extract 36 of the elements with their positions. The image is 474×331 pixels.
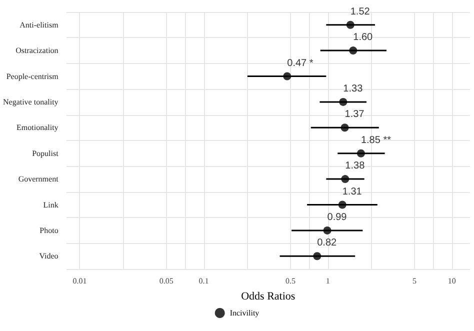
y-tick-label: Photo [40,226,58,235]
x-tick-label: 0.1 [198,276,209,286]
x-axis-title: Odds Ratios [241,290,296,302]
point [323,226,332,234]
point [341,175,350,184]
point [339,98,348,106]
point [340,124,349,132]
data-label: 0.99 [327,212,348,223]
y-tick-label: Ostracization [16,46,58,56]
x-tick-label: 0.05 [159,276,174,286]
data-label: 1.85 ** [360,134,392,146]
data-label: 1.33 [343,83,364,94]
data-label: 0.47 * [287,58,314,69]
y-tick-label: Government [18,174,60,184]
y-tick-label: Anti-elitism [20,20,60,30]
y-tick-label: People-centrism [6,72,60,81]
point [346,20,354,29]
x-tick-label: 1 [326,276,330,286]
point [338,200,346,209]
data-label: 1.37 [344,109,365,120]
x-tick-label: 0.5 [285,276,296,286]
data-label: 1.38 [345,160,366,172]
x-tick-label: 0.01 [72,276,87,286]
y-tick-label: Link [43,200,58,210]
data-label: 1.52 [350,6,370,18]
y-tick-label: Negative tonality [2,97,58,106]
x-tick-label: 10 [448,276,456,286]
y-tick-label: Emotionality [16,123,58,132]
point [313,252,322,260]
data-label: 1.31 [342,186,362,198]
y-tick-label: Video [39,252,58,261]
x-tick-label: 5 [412,276,417,286]
legend-label: Incivility [230,308,260,318]
y-tick-label: Populist [32,148,60,158]
data-label: 1.60 [353,32,374,44]
data-label: 0.82 [317,238,338,249]
